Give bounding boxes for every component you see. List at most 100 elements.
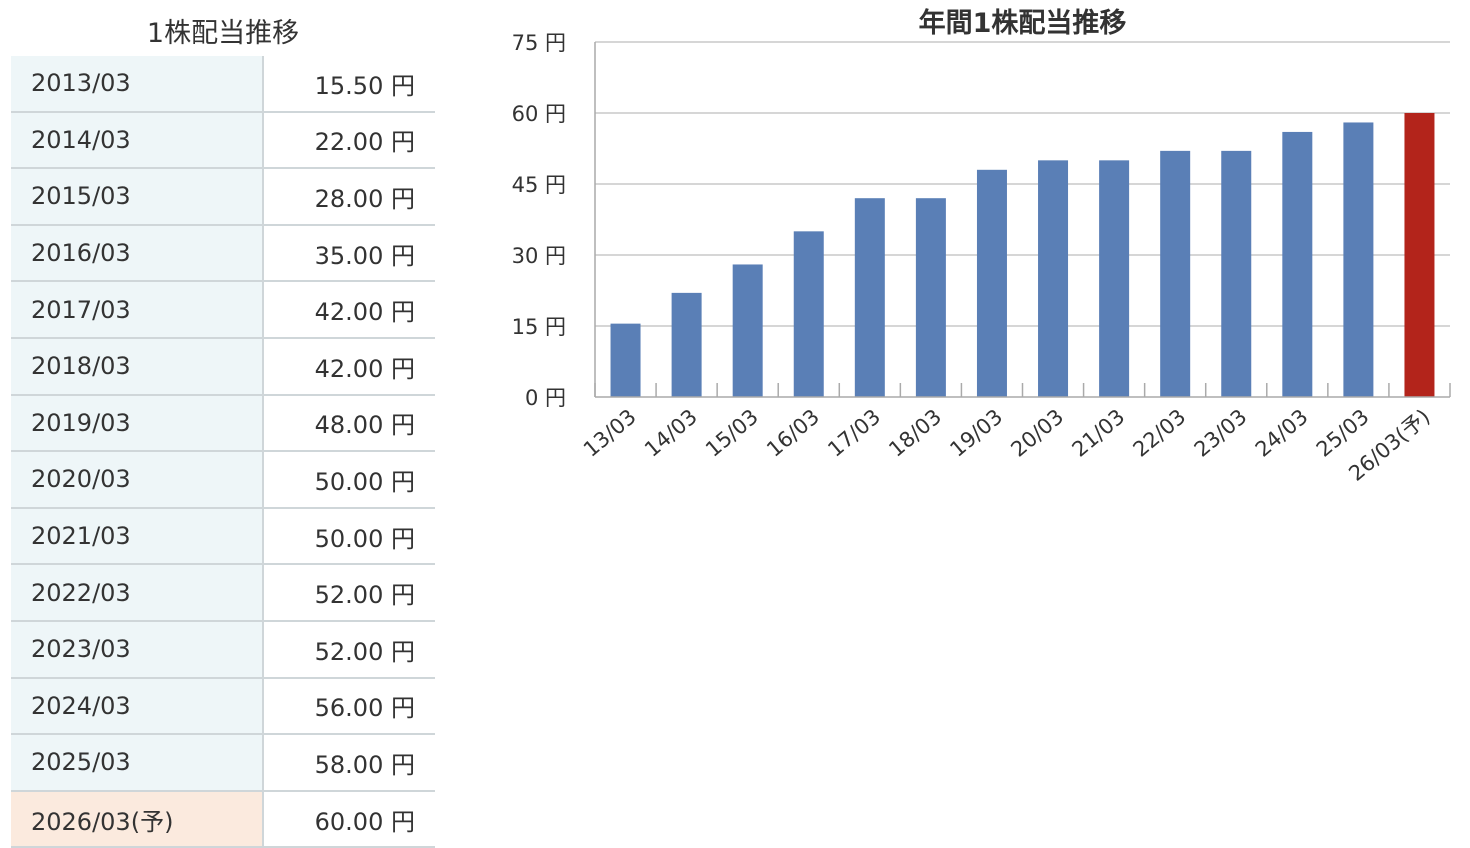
amount-cell: 52.00 円: [263, 620, 435, 679]
amount-cell: 56.00 円: [263, 677, 435, 736]
bar: [915, 198, 946, 397]
amount-unit: 円: [391, 298, 415, 327]
amount-value: 58.00: [314, 750, 384, 779]
amount-value: 52.00: [314, 581, 384, 610]
x-tick-label: 19/03: [945, 404, 1007, 461]
period-cell: 2016/03: [11, 224, 264, 283]
period-cell: 2013/03: [11, 56, 264, 113]
x-tick-label: 17/03: [823, 404, 885, 461]
amount-unit: 円: [391, 807, 415, 836]
amount-value: 42.00: [314, 298, 384, 327]
bar: [1160, 150, 1191, 397]
amount-value: 22.00: [314, 128, 384, 157]
amount-cell: 60.00 円: [263, 790, 435, 848]
period-cell: 2022/03: [11, 564, 264, 622]
period-cell: 2018/03: [11, 337, 264, 396]
table-title: 1株配当推移: [146, 18, 300, 49]
amount-value: 15.50: [314, 71, 384, 100]
y-tick-value: 75: [512, 31, 539, 55]
amount-cell: 35.00 円: [263, 224, 435, 283]
bar: [671, 292, 702, 397]
amount-unit: 円: [391, 184, 415, 213]
y-tick-label: 45 円: [512, 173, 566, 197]
y-tick-unit: 円: [545, 102, 566, 126]
x-tick-label: 13/03: [579, 404, 641, 461]
amount-unit: 円: [391, 524, 415, 553]
bar: [1038, 160, 1069, 397]
amount-value: 35.00: [314, 241, 384, 270]
table-row: 2013/03 15.50 円: [11, 56, 435, 113]
y-tick-unit: 円: [545, 244, 566, 268]
period-cell: 2026/03(予): [11, 790, 264, 848]
bar: [1099, 160, 1130, 397]
bar: [610, 323, 641, 397]
amount-value: 28.00: [314, 184, 384, 213]
y-tick-value: 60: [512, 102, 539, 126]
amount-unit: 円: [391, 694, 415, 723]
period-cell: 2020/03: [11, 451, 264, 509]
amount-cell: 50.00 円: [263, 507, 435, 566]
amount-cell: 58.00 円: [263, 734, 435, 792]
amount-value: 52.00: [314, 637, 384, 666]
amount-unit: 円: [391, 581, 415, 610]
period-cell: 2025/03: [11, 734, 264, 792]
table-row: 2021/03 50.00 円: [11, 507, 435, 566]
y-tick-value: 45: [512, 173, 539, 197]
amount-value: 50.00: [314, 467, 384, 496]
y-tick-unit: 円: [545, 315, 566, 339]
amount-value: 60.00: [314, 807, 384, 836]
amount-cell: 48.00 円: [263, 394, 435, 453]
y-tick-label: 60 円: [512, 102, 566, 126]
table-row: 2023/03 52.00 円: [11, 620, 435, 679]
x-tick-label: 16/03: [762, 404, 824, 461]
dividend-table-panel: 1株配当推移 2013/03 15.50 円 2014/03 22.00 円 2015/…: [11, 12, 435, 848]
period-cell: 2015/03: [11, 168, 264, 226]
table-row: 2019/03 48.00 円: [11, 394, 435, 453]
table-row: 2016/03 35.00 円: [11, 224, 435, 283]
amount-value: 48.00: [314, 411, 384, 440]
y-tick-label: 0 円: [525, 386, 566, 410]
table-row: 2022/03 52.00 円: [11, 564, 435, 622]
y-tick-unit: 円: [545, 386, 566, 410]
y-tick-value: 15: [512, 315, 539, 339]
amount-cell: 52.00 円: [263, 564, 435, 622]
table-row: 2025/03 58.00 円: [11, 734, 435, 792]
bar: [1282, 131, 1313, 397]
table-row-forecast: 2026/03(予) 60.00 円: [11, 790, 435, 848]
table-row: 2015/03 28.00 円: [11, 168, 435, 226]
amount-unit: 円: [391, 241, 415, 270]
amount-unit: 円: [391, 750, 415, 779]
x-tick-label: 14/03: [640, 404, 702, 461]
x-tick-label: 20/03: [1006, 404, 1068, 461]
amount-value: 42.00: [314, 354, 384, 383]
bar: [976, 169, 1007, 397]
amount-cell: 50.00 円: [263, 451, 435, 509]
chart-title: 年間1株配当推移: [919, 7, 1127, 39]
y-tick-unit: 円: [545, 173, 566, 197]
table-row: 2014/03 22.00 円: [11, 111, 435, 170]
table-row: 2020/03 50.00 円: [11, 451, 435, 509]
table-row: 2024/03 56.00 円: [11, 677, 435, 736]
y-tick-value: 30: [512, 244, 539, 268]
y-tick-unit: 円: [545, 31, 566, 55]
table-row: 2018/03 42.00 円: [11, 337, 435, 396]
amount-unit: 円: [391, 467, 415, 496]
amount-value: 50.00: [314, 524, 384, 553]
amount-cell: 42.00 円: [263, 281, 435, 339]
x-tick-label: 24/03: [1251, 404, 1313, 461]
y-tick-label: 75 円: [512, 31, 566, 55]
amount-unit: 円: [391, 128, 415, 157]
x-tick-label: 21/03: [1068, 404, 1130, 461]
bar: [854, 198, 885, 397]
bar: [732, 264, 763, 397]
y-tick-label: 30 円: [512, 244, 566, 268]
amount-cell: 42.00 円: [263, 337, 435, 396]
bar: [793, 231, 824, 397]
bar-forecast: [1404, 113, 1435, 397]
amount-cell: 28.00 円: [263, 168, 435, 226]
period-cell: 2024/03: [11, 677, 264, 736]
amount-cell: 22.00 円: [263, 111, 435, 170]
amount-cell: 15.50 円: [263, 56, 435, 113]
period-cell: 2019/03: [11, 394, 264, 453]
